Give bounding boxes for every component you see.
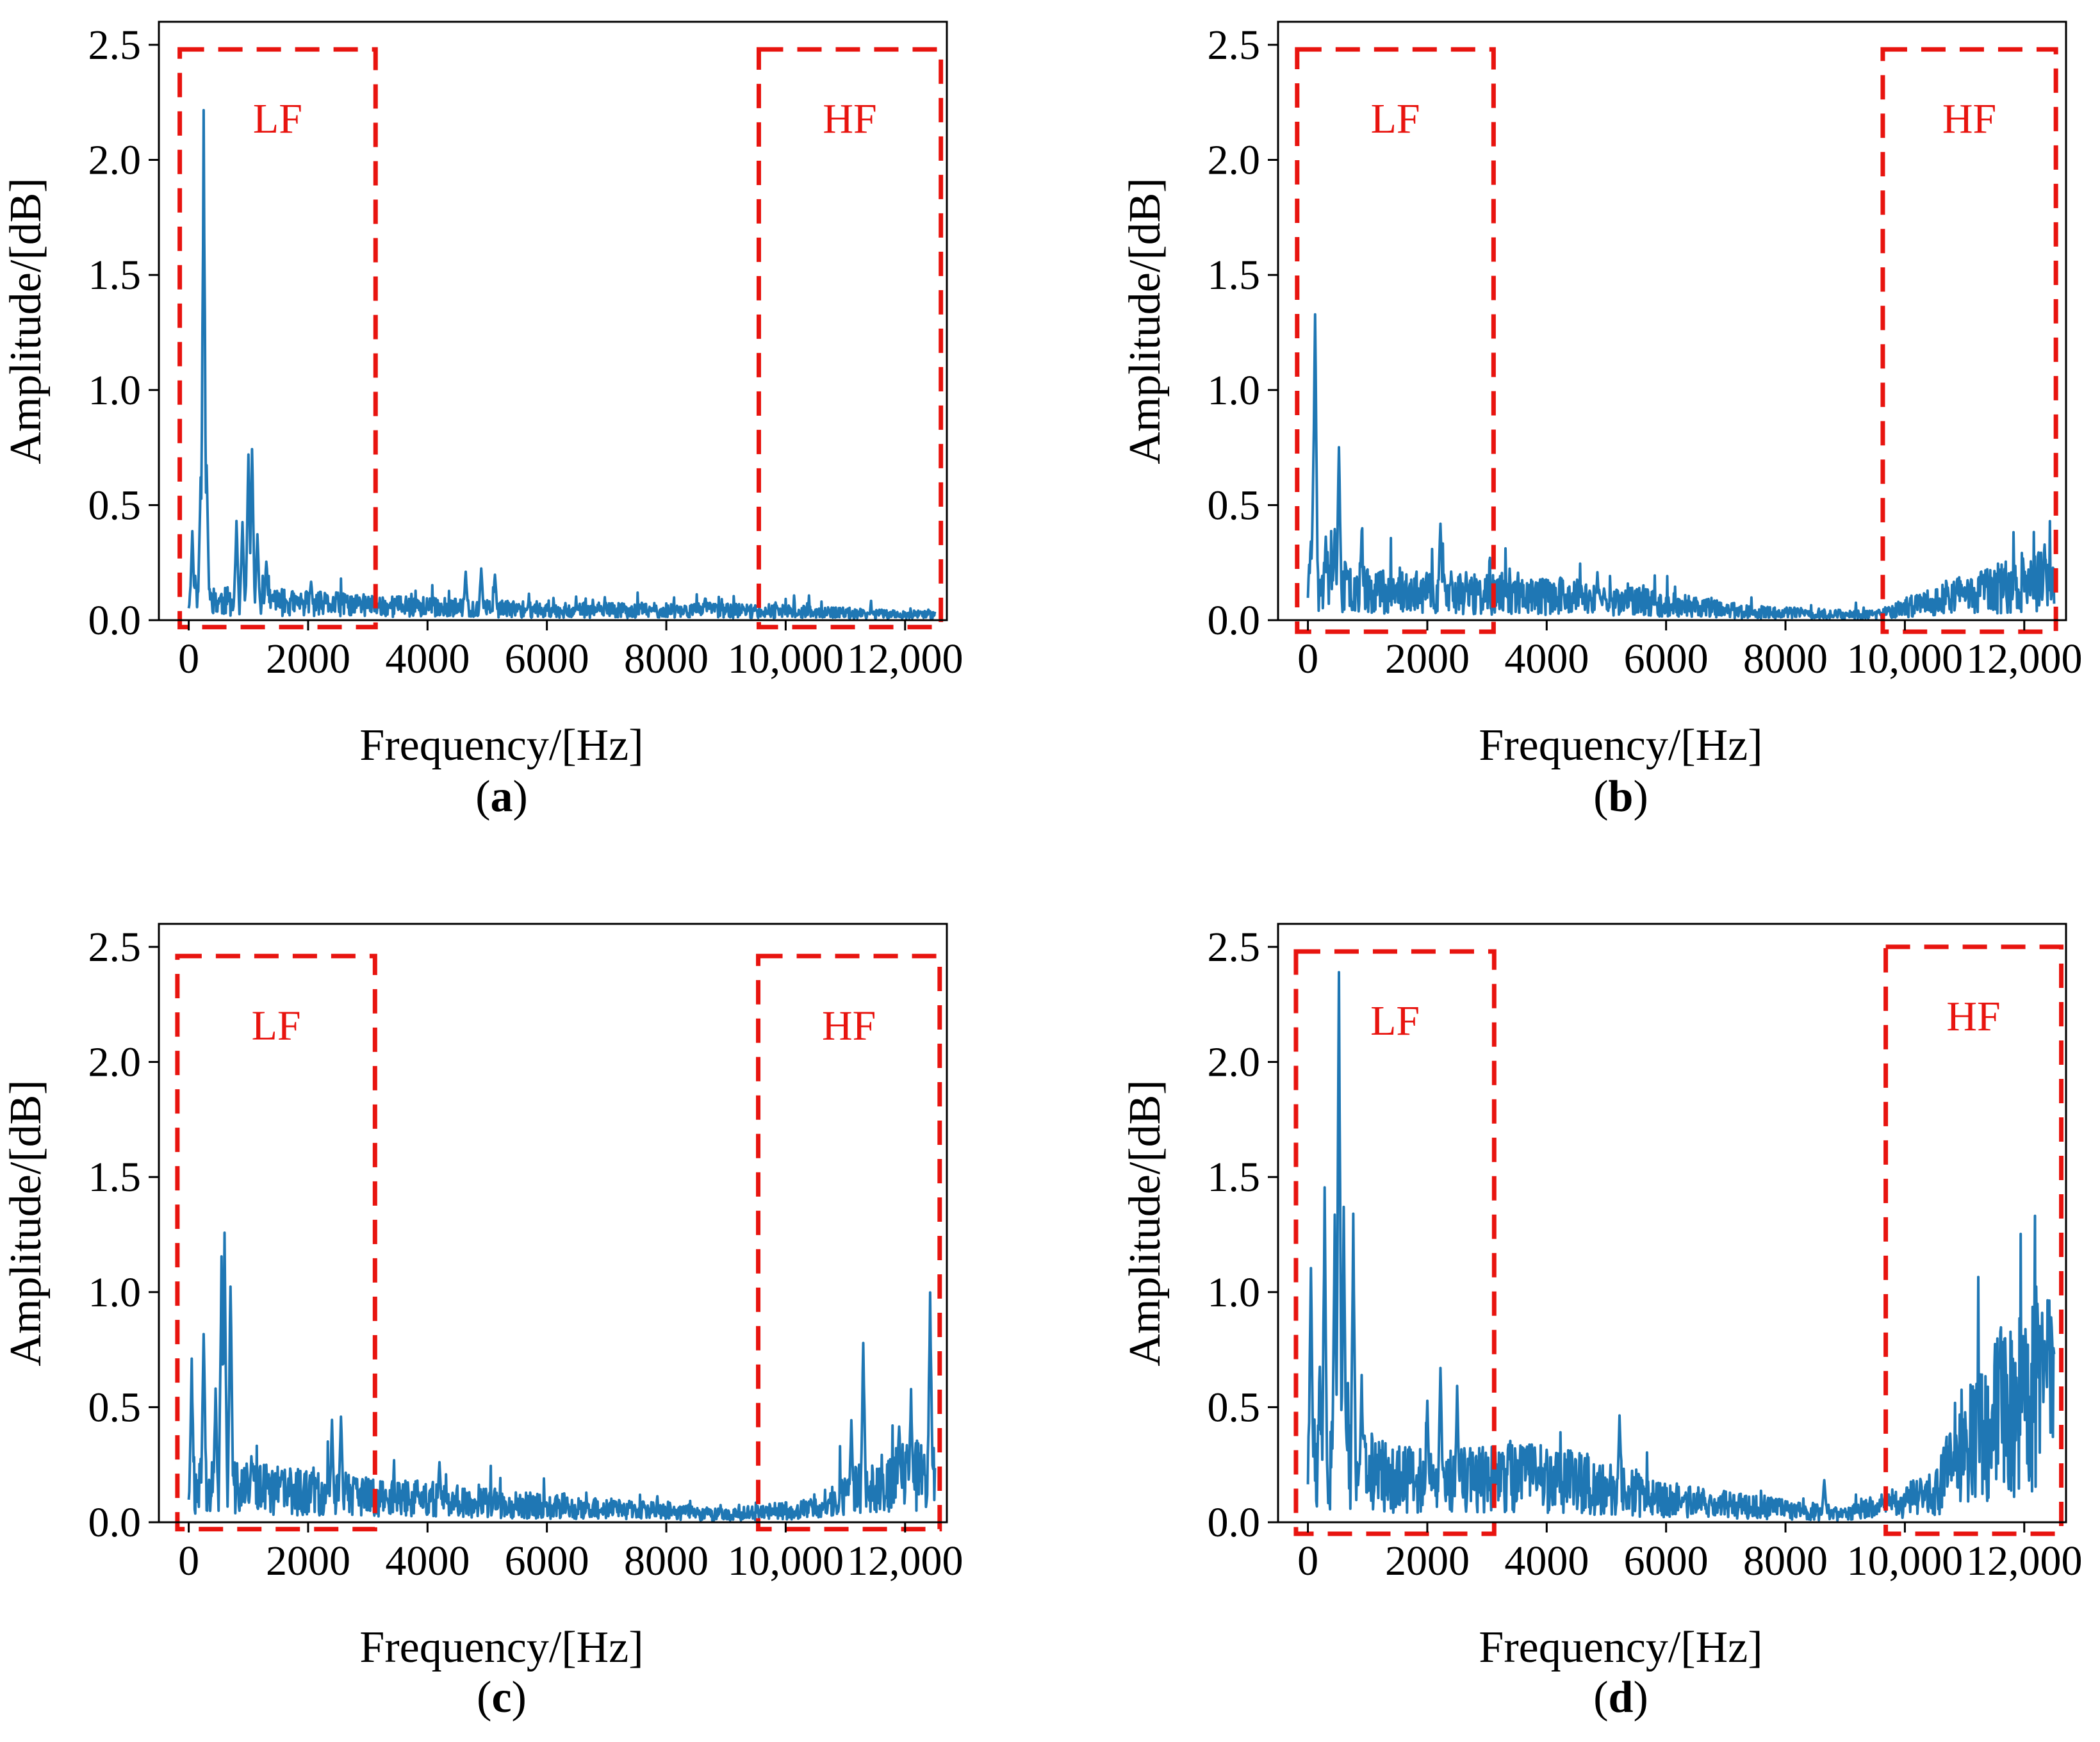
- x-tick-label: 0: [1297, 636, 1318, 682]
- y-axis-title: Amplitude/[dB]: [1, 177, 51, 464]
- axes-frame: [158, 923, 948, 1524]
- y-tick-label: 2.0: [88, 1039, 142, 1086]
- y-tick-label: 0.5: [1208, 1384, 1261, 1431]
- y-tick-label: 1.5: [88, 252, 142, 299]
- panel-caption: (a): [475, 772, 528, 821]
- y-tick-label: 2.5: [88, 22, 142, 69]
- x-tick-label: 0: [178, 636, 199, 682]
- y-tick-label: 2.0: [1208, 137, 1261, 184]
- spectrum-series-d: [1306, 971, 2056, 1522]
- region-box-hf: [756, 953, 942, 1532]
- y-tick-label: 2.5: [88, 924, 142, 971]
- x-tick-label: 8000: [624, 1538, 709, 1584]
- region-box-hf: [1883, 944, 2064, 1536]
- y-tick-label: 0.0: [88, 597, 142, 644]
- panel-a: LF HF 0 2000 4000 6000 8000 10,000 12,000 0.0 0.5 1…: [1, 21, 964, 821]
- y-tick-label: 2.5: [1208, 924, 1261, 971]
- region-label-hf: HF: [822, 1002, 876, 1049]
- y-axis-title: Amplitude/[dB]: [1, 1080, 51, 1366]
- spectrum-series-a: [187, 109, 937, 620]
- y-tick-label: 1.0: [88, 1269, 142, 1316]
- axes-frame: [1277, 21, 2067, 621]
- region-box-lf: [175, 953, 377, 1532]
- x-tick-label: 10,000: [728, 636, 844, 682]
- y-tick-label: 2.5: [1208, 22, 1261, 69]
- x-tick-label: 4000: [1504, 1538, 1589, 1584]
- x-tick-label: 12,000: [1966, 636, 2083, 682]
- region-label-lf: LF: [253, 95, 302, 142]
- x-axis-title: Frequency/[Hz]: [1479, 721, 1762, 770]
- region-box-hf: [1880, 47, 2058, 634]
- region-label-lf: LF: [1371, 95, 1420, 142]
- axes-frame: [158, 21, 948, 621]
- x-tick-label: 6000: [1624, 1538, 1709, 1584]
- y-tick-label: 1.5: [88, 1154, 142, 1201]
- x-tick-label: 6000: [505, 636, 589, 682]
- x-tick-label: 4000: [385, 1538, 470, 1584]
- panel-caption: (d): [1593, 1673, 1648, 1722]
- x-tick-label: 0: [178, 1538, 199, 1584]
- y-tick-label: 0.5: [1208, 482, 1261, 529]
- region-box-lf: [177, 47, 378, 630]
- x-tick-label: 8000: [1743, 1538, 1828, 1584]
- region-label-hf: HF: [823, 95, 876, 142]
- y-tick-label: 1.0: [88, 367, 142, 414]
- x-tick-label: 12,000: [847, 1538, 964, 1584]
- region-box-hf: [756, 47, 944, 630]
- y-tick-label: 2.0: [1208, 1039, 1261, 1086]
- region-box-lf: [1295, 47, 1496, 634]
- x-axis-title: Frequency/[Hz]: [359, 721, 643, 770]
- x-tick-label: 8000: [624, 636, 709, 682]
- region-label-hf: HF: [1942, 95, 1996, 142]
- x-tick-label: 10,000: [728, 1538, 844, 1584]
- x-tick-label: 2000: [266, 636, 350, 682]
- x-tick-label: 4000: [1504, 636, 1589, 682]
- region-box-lf: [1293, 949, 1497, 1536]
- panel-caption-letter: d: [1609, 1673, 1634, 1722]
- region-label-hf: HF: [1946, 993, 2000, 1040]
- panel-caption-letter: b: [1609, 772, 1634, 821]
- y-axis-title: Amplitude/[dB]: [1120, 1080, 1170, 1366]
- y-tick-label: 0.0: [1208, 1499, 1261, 1546]
- panel-b: LF HF 0 2000 4000 6000 8000 10,000 12,000 0.0 0.5 1…: [1120, 21, 2083, 821]
- axes-frame: [1277, 923, 2067, 1524]
- panel-caption-letter: c: [491, 1673, 511, 1722]
- y-tick-label: 0.0: [1208, 597, 1261, 644]
- panel-caption: (b): [1593, 772, 1648, 821]
- spectrum-series-c: [187, 1231, 937, 1522]
- y-tick-label: 1.5: [1208, 1154, 1261, 1201]
- x-tick-label: 8000: [1743, 636, 1828, 682]
- x-tick-label: 12,000: [1966, 1538, 2083, 1584]
- x-tick-label: 2000: [266, 1538, 350, 1584]
- y-tick-label: 1.5: [1208, 252, 1261, 299]
- x-tick-label: 6000: [1624, 636, 1709, 682]
- x-tick-label: 10,000: [1847, 1538, 1964, 1584]
- x-tick-label: 12,000: [847, 636, 964, 682]
- panel-caption: (c): [477, 1673, 527, 1722]
- y-tick-label: 0.0: [88, 1499, 142, 1546]
- x-tick-label: 2000: [1385, 636, 1470, 682]
- x-tick-label: 6000: [505, 1538, 589, 1584]
- x-tick-label: 2000: [1385, 1538, 1470, 1584]
- y-tick-label: 0.5: [88, 1384, 142, 1431]
- panel-d: LF HF 0 2000 4000 6000 8000 10,000 12,000 0.0 0.5 1…: [1120, 923, 2083, 1722]
- x-tick-label: 10,000: [1847, 636, 1964, 682]
- y-tick-label: 1.0: [1208, 367, 1261, 414]
- x-tick-label: 0: [1297, 1538, 1318, 1584]
- spectrum-series-b: [1306, 313, 2056, 620]
- y-tick-label: 1.0: [1208, 1269, 1261, 1316]
- panel-caption-letter: a: [491, 772, 513, 821]
- y-tick-label: 0.5: [88, 482, 142, 529]
- x-tick-label: 4000: [385, 636, 470, 682]
- y-axis-title: Amplitude/[dB]: [1120, 177, 1170, 464]
- y-tick-label: 2.0: [88, 137, 142, 184]
- x-axis-title: Frequency/[Hz]: [359, 1623, 643, 1672]
- x-axis-title: Frequency/[Hz]: [1479, 1623, 1762, 1672]
- region-label-lf: LF: [252, 1002, 301, 1049]
- region-label-lf: LF: [1370, 998, 1420, 1044]
- panel-c: LF HF 0 2000 4000 6000 8000 10,000 12,000 0.0 0.5 1…: [1, 923, 964, 1722]
